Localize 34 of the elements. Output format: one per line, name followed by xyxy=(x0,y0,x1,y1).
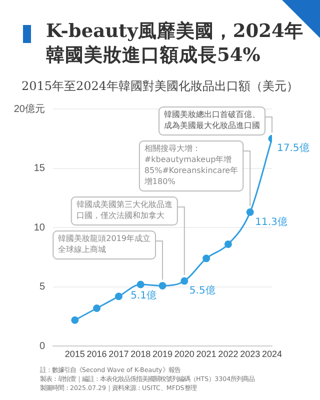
chart-title: K-beauty風靡美國，2024年韓國美妝進口額成長54% xyxy=(46,20,304,68)
point xyxy=(114,292,122,300)
point xyxy=(246,208,254,216)
annotation: 韓國美妝總出口首破百億、成為美國最大化妝品進口國 xyxy=(164,110,260,130)
x-tick-label: 2024 xyxy=(262,349,282,360)
y-tick-label: 10 xyxy=(34,222,46,234)
point xyxy=(158,282,166,290)
y-tick-label: 0 xyxy=(39,340,46,352)
x-tick-label: 2015 xyxy=(64,349,85,360)
y-tick-label: 15 xyxy=(34,163,46,174)
point xyxy=(93,304,101,312)
data-label: 5.5億 xyxy=(189,284,216,297)
x-tick-label: 2019 xyxy=(152,349,173,360)
point xyxy=(224,240,232,248)
x-tick-label: 2020 xyxy=(174,349,194,360)
point xyxy=(202,254,210,262)
x-tick-label: 2021 xyxy=(196,349,216,360)
y-tick-label: 20億元 xyxy=(14,102,45,115)
annotation: 韓國成美國第三大化妝品進口國，僅次法國和加拿大 xyxy=(76,200,172,220)
chart-subtitle: 2015年至2024年韓國對美國化妝品出口額（美元） xyxy=(20,78,300,95)
data-label: 5.1億 xyxy=(130,289,156,302)
x-tick-label: 2018 xyxy=(130,349,151,360)
point xyxy=(180,277,188,285)
data-label: 17.5億 xyxy=(277,142,310,154)
point xyxy=(136,280,144,288)
annotation: 韓國美妝龍頭2019年成立全球線上商城 xyxy=(58,234,150,254)
annotation: 相關搜尋大增：#kbeautymakeup年增85%#Koreanskincare年增180% xyxy=(143,144,238,186)
x-tick-label: 2022 xyxy=(218,349,238,360)
y-tick-label: 5 xyxy=(39,282,46,293)
x-tick-label: 2023 xyxy=(240,349,260,360)
point xyxy=(71,316,79,324)
x-tick-label: 2017 xyxy=(108,349,129,360)
data-label: 11.3億 xyxy=(255,216,288,228)
x-tick-label: 2016 xyxy=(86,349,107,360)
